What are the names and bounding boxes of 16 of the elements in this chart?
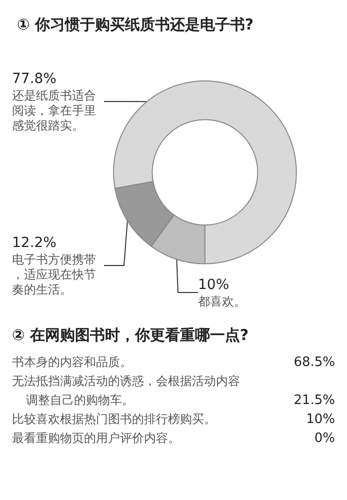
category-label: 最看重购物页的用户评价内容。	[12, 430, 180, 447]
slice-label: 都喜欢。	[198, 294, 246, 308]
data-label: 77.8%	[12, 71, 56, 87]
data-label: 12.2%	[12, 235, 56, 251]
text: 68.5%	[294, 355, 335, 370]
text: 21.5%	[294, 393, 335, 408]
text: 0%	[314, 431, 335, 446]
text: ② 在网购图书时，你更看重哪一点?	[12, 326, 250, 345]
text: 10%	[306, 412, 335, 427]
slice-label: 还是纸质书适合阅读，拿在手里感觉很踏实。	[12, 88, 96, 132]
category-label: 比较喜欢根据热门图书的排行榜购买。	[12, 411, 216, 428]
data-label: 10%	[198, 277, 230, 293]
category-label: 书本身的内容和品质。	[12, 354, 132, 371]
chart-title: ① 你习惯于购买纸质书还是电子书?	[17, 16, 254, 34]
category-label: 无法抵挡满减活动的诱惑，会根据活动内容调整自己的购物车。	[12, 373, 241, 409]
slice-label: 电子书方便携带，适应现在快节奏的生活。	[12, 252, 96, 296]
